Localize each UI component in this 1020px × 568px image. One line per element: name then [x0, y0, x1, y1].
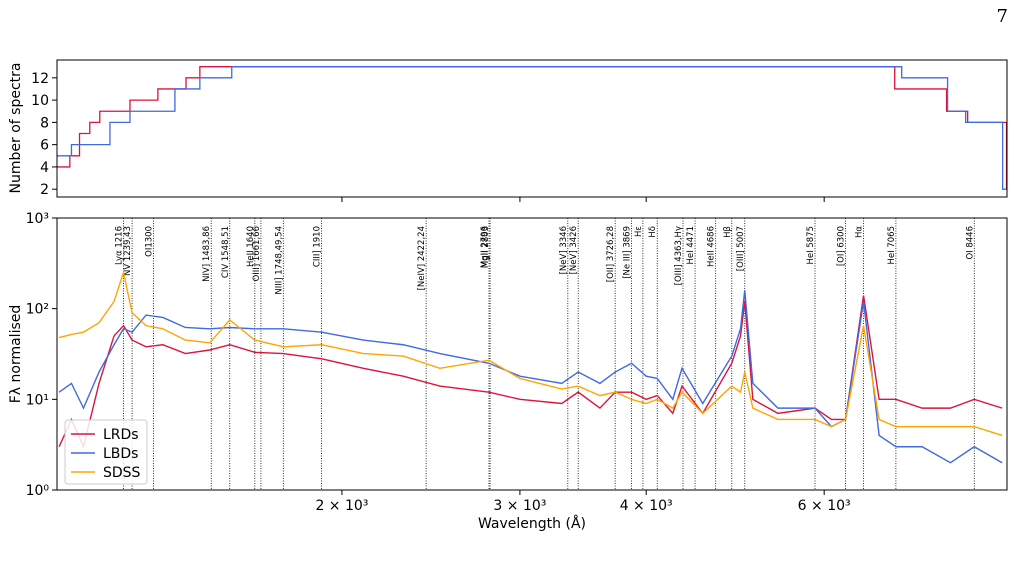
y-tick-label: 8 [40, 115, 49, 131]
step-line [57, 66, 1007, 190]
axes-frame [56, 217, 1008, 491]
x-tick-label: 4 × 10³ [620, 498, 673, 514]
y-tick-label: 4 [40, 160, 49, 176]
emission-line-label: Hβ [723, 226, 733, 238]
spectrum-line [58, 290, 1003, 464]
emission-line-label: Hδ [648, 226, 658, 238]
emission-line-label: [NeIV] 2422,24 [417, 226, 427, 290]
emission-line-label: OI1300 [145, 226, 155, 257]
y-tick-label: 2 [40, 182, 49, 198]
y-tick-label: 6 [40, 138, 49, 154]
emission-line-label: [NeV] 3346 [559, 226, 569, 274]
emission-line-label: HeII 4686 [707, 226, 717, 267]
emission-line-label: [OIII] 5007 [736, 226, 746, 271]
emission-line-label: Hε [634, 226, 644, 237]
emission-line-label: HeII 1640 [246, 226, 256, 267]
x-tick-label: 2 × 10³ [315, 498, 368, 514]
emission-line-label: NV 1239,43 [123, 226, 133, 276]
emission-line-label: MgII 2803 [481, 226, 491, 268]
y-axis-label: Fλ normalised [8, 305, 24, 404]
emission-line-label: NIV] 1483,86 [202, 226, 212, 282]
x-tick-label: 3 × 10³ [493, 498, 546, 514]
emission-line-label: [NeV] 3426 [569, 226, 579, 274]
y-tick-label: 10² [26, 302, 49, 318]
emission-line-label: OI 8446 [965, 226, 975, 260]
spectrum-line [58, 269, 1003, 437]
legend-label: SDSS [103, 465, 141, 481]
y-tick-label: 10³ [26, 211, 49, 227]
emission-line-label: OIII] 1661,66 [252, 226, 262, 281]
legend-label: LBDs [103, 446, 138, 462]
emission-line-label: Lyα 1216 [115, 226, 125, 265]
emission-line-label: HeI 4471 [686, 226, 696, 264]
emission-line-label: HeI 5875 [806, 226, 816, 264]
emission-line-label: [OII] 3726,28 [606, 226, 616, 282]
legend-label: LRDs [103, 427, 139, 443]
y-tick-label: 10 [31, 93, 49, 109]
axes-frame [56, 59, 1008, 198]
y-axis-label: Number of spectra [8, 63, 24, 194]
emission-line-label: [Ne III] 3869 [623, 226, 633, 279]
y-tick-label: 10¹ [26, 392, 49, 408]
legend-box [64, 419, 148, 485]
emission-line-label: MgII 2796 [480, 226, 490, 268]
emission-line-label: Hα [855, 226, 865, 238]
y-tick-label: 10⁰ [26, 483, 50, 499]
spectrum-line [58, 295, 1003, 449]
emission-line-label: NIII] 1748,49,54 [274, 226, 284, 295]
x-tick-label: 6 × 10³ [798, 498, 851, 514]
x-axis-label: Wavelength (Å) [478, 515, 586, 532]
emission-line-label: [OIII] 4363,Hγ [674, 226, 684, 285]
y-tick-label: 12 [31, 71, 49, 87]
emission-line-label: CIII] 1910 [312, 226, 322, 267]
page-number: 7 [997, 6, 1008, 27]
emission-line-label: CIV 1548,51 [221, 226, 231, 278]
emission-line-label: HeI 7065 [887, 226, 897, 264]
emission-line-label: [OI] 6300 [837, 226, 847, 266]
